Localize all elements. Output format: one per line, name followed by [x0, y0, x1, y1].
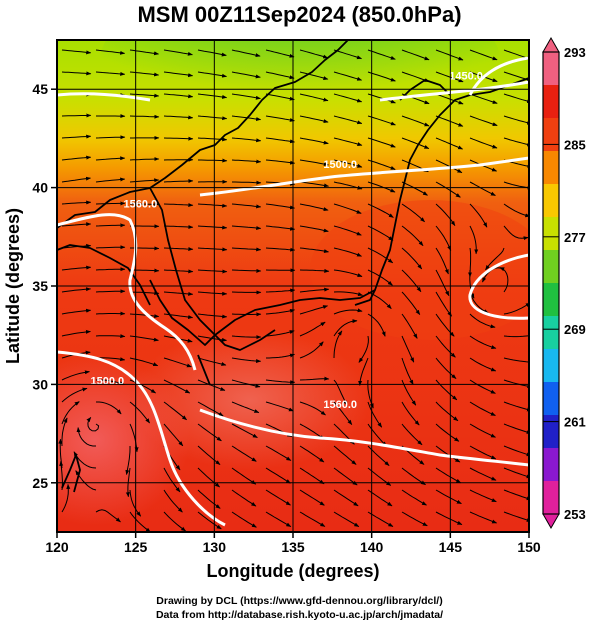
- colorbar-tick-label: 285: [564, 137, 586, 152]
- y-axis-ticks: 25 30 35 40 45: [32, 81, 57, 491]
- colorbar-tick-label: 293: [564, 45, 586, 60]
- y-tick-label: 40: [32, 180, 48, 196]
- y-tick-label: 35: [32, 278, 48, 294]
- credits: Drawing by DCL (https://www.gfd-dennou.o…: [0, 594, 599, 622]
- x-tick-label: 125: [124, 539, 148, 555]
- colorbar-band: [543, 415, 559, 449]
- colorbar-band: [543, 184, 559, 218]
- contour-label: 1500.0: [91, 375, 125, 387]
- contour-label: 1500.0: [323, 159, 357, 171]
- colorbar-top-arrow: [543, 38, 559, 52]
- x-tick-label: 135: [281, 539, 305, 555]
- y-tick-label: 25: [32, 475, 48, 491]
- y-axis-label: Latitude (degrees): [3, 208, 23, 364]
- streamline: [96, 314, 125, 315]
- streamline: [62, 115, 91, 116]
- colorbar-band: [543, 382, 559, 416]
- y-tick-label: 45: [32, 81, 48, 97]
- streamline: [96, 203, 125, 204]
- y-tick-label: 30: [32, 376, 48, 392]
- colorbar-band: [543, 250, 559, 284]
- colorbar-bottom-arrow: [543, 514, 559, 528]
- colorbar-band: [543, 481, 559, 515]
- colorbar-band: [543, 52, 559, 86]
- credit-line-2: Data from http://database.rish.kyoto-u.a…: [0, 608, 599, 622]
- colorbar-band: [543, 118, 559, 152]
- x-tick-label: 130: [203, 539, 227, 555]
- contour-label: 1450.0: [449, 70, 483, 82]
- x-tick-label: 145: [439, 539, 463, 555]
- x-axis-label: Longitude (degrees): [206, 561, 379, 581]
- colorbar-band: [543, 349, 559, 383]
- colorbar: 293 285 277 269 261 253: [543, 38, 586, 528]
- colorbar-tick-label: 269: [564, 322, 586, 337]
- colorbar-band: [543, 217, 559, 251]
- x-axis-ticks: 120 125 130 135 140 145 150: [45, 532, 541, 555]
- colorbar-band: [543, 283, 559, 317]
- colorbar-tick-label: 253: [564, 507, 586, 522]
- colorbar-tick-label: 277: [564, 230, 586, 245]
- colorbar-band: [543, 151, 559, 185]
- colorbar-band: [543, 316, 559, 350]
- colorbar-band: [543, 85, 559, 119]
- colorbar-band: [543, 448, 559, 482]
- credit-line-1: Drawing by DCL (https://www.gfd-dennou.o…: [0, 594, 599, 608]
- contour-label: 1560.0: [323, 399, 357, 411]
- x-tick-label: 150: [517, 539, 541, 555]
- x-tick-label: 120: [45, 539, 69, 555]
- x-tick-label: 140: [360, 539, 384, 555]
- colorbar-tick-label: 261: [564, 415, 586, 430]
- contour-label: 1560.0: [124, 198, 158, 210]
